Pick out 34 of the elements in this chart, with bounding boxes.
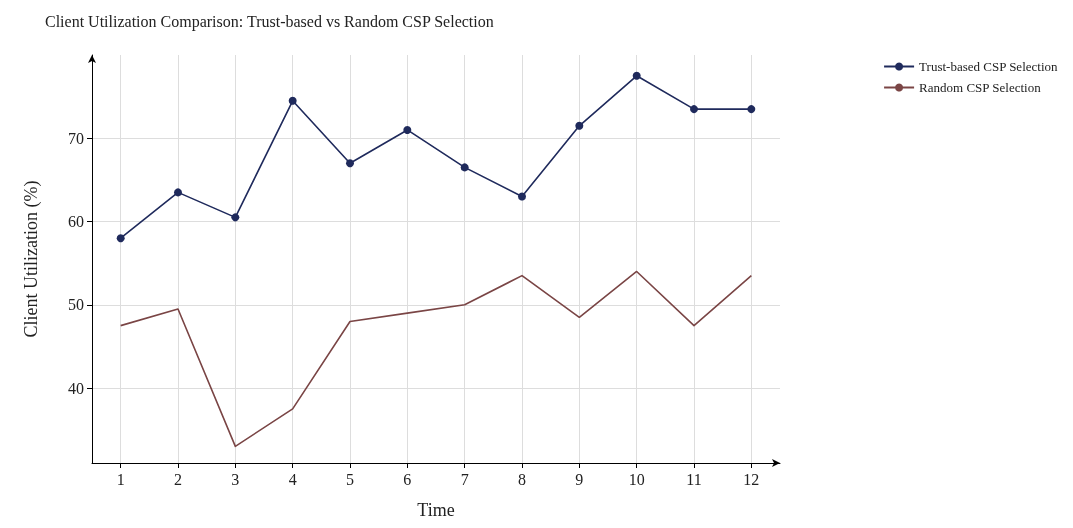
x-tick-label: 11 (686, 470, 702, 488)
legend-label: Trust-based CSP Selection (919, 59, 1059, 74)
x-tick-label: 10 (628, 470, 645, 488)
point (518, 192, 526, 201)
point (403, 125, 412, 134)
point (575, 121, 584, 130)
x-tick-label: 6 (403, 470, 412, 488)
x-axis-title: Time (417, 500, 455, 520)
x-tick-label: 8 (518, 470, 526, 488)
point (288, 96, 297, 105)
point (116, 234, 125, 243)
x-tick-label: 12 (743, 470, 760, 488)
point (632, 71, 641, 80)
x-tick-label: 2 (174, 470, 182, 488)
chart-title: Client Utilization Comparison: Trust-based vs Random CSP Selection (45, 12, 494, 31)
legend-label: Random CSP Selection (919, 80, 1042, 95)
y-tick-label: 70 (68, 129, 84, 147)
x-tick-label: 5 (346, 470, 354, 488)
x-tick-label: 4 (288, 470, 297, 488)
y-tick-label: 40 (68, 379, 84, 397)
x-tick-label: 7 (460, 470, 469, 488)
point (747, 105, 756, 114)
x-tick-label: 1 (116, 470, 125, 488)
line-series (119, 270, 753, 448)
point (346, 159, 354, 168)
y-axis-title: Client Utilization (%) (21, 180, 42, 338)
x-tick-label: 3 (231, 470, 240, 488)
point (174, 188, 182, 197)
point (460, 163, 469, 172)
y-tick-label: 50 (68, 296, 84, 314)
point (690, 105, 698, 114)
x-tick-label: 9 (575, 470, 584, 488)
point (231, 213, 240, 222)
y-tick-label: 60 (68, 213, 84, 231)
